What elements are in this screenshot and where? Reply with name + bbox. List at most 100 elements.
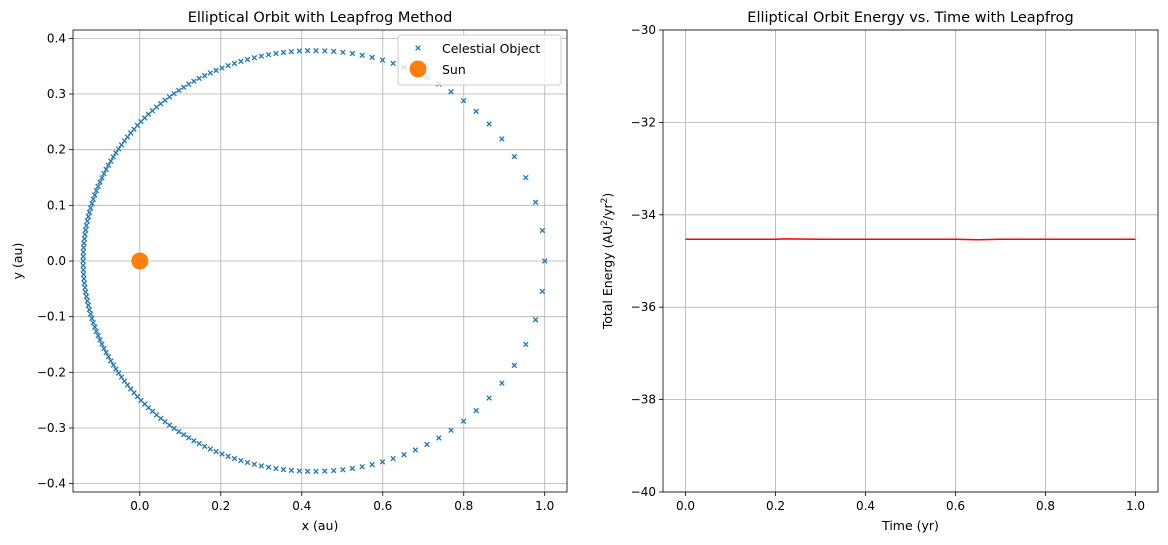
- orbit-point: [207, 446, 214, 452]
- orbit-point: [251, 461, 258, 468]
- orbit-point: [166, 94, 173, 100]
- orbit-point: [157, 100, 164, 107]
- orbit-y-tick-label: 0.0: [47, 254, 66, 268]
- orbit-point: [539, 288, 546, 295]
- orbit-point: [340, 466, 346, 473]
- orbit-point: [201, 443, 208, 450]
- energy-x-tick-label: 0.6: [946, 499, 965, 513]
- orbit-point: [322, 468, 328, 474]
- orbit-point: [180, 84, 187, 91]
- orbit-point: [532, 316, 539, 323]
- orbit-point: [251, 54, 258, 61]
- orbit-point: [93, 328, 100, 335]
- orbit-point: [460, 418, 467, 424]
- orbit-point: [105, 353, 112, 360]
- orbit-point: [258, 53, 265, 59]
- orbit-point: [288, 48, 295, 55]
- orbit-ticks: 0.0 0.2 0.4 0.6 0.8 1.0 −0.4 −0.3 −0.2 −0.1 0.0 0.1…: [37, 31, 554, 513]
- legend-marker-celestial-object: [415, 45, 421, 51]
- orbit-point: [80, 249, 87, 255]
- orbit-point: [176, 87, 182, 94]
- orbit-point: [99, 341, 105, 347]
- orbit-point: [105, 162, 112, 169]
- orbit-point: [265, 464, 272, 471]
- orbit-point: [473, 108, 479, 115]
- orbit-point: [280, 49, 287, 56]
- orbit-point: [80, 271, 87, 278]
- legend-label-sun: Sun: [442, 62, 466, 77]
- orbit-point: [265, 51, 272, 58]
- energy-y-tick-label: −36: [631, 300, 656, 314]
- orbit-point: [280, 466, 287, 473]
- orbit-point: [499, 380, 505, 386]
- orbit-x-tick-label: 0.8: [454, 499, 473, 513]
- orbit-y-tick-label: −0.1: [37, 310, 66, 324]
- orbit-point: [90, 319, 97, 326]
- energy-x-tick-label: 0.2: [766, 499, 785, 513]
- orbit-point: [448, 427, 454, 434]
- orbit-y-tick-label: 0.2: [47, 143, 66, 157]
- orbit-point: [523, 174, 529, 181]
- orbit-point: [162, 418, 168, 425]
- orbit-y-tick-label: 0.1: [47, 198, 66, 212]
- orbit-point: [86, 209, 93, 216]
- energy-x-tick-label: 1.0: [1126, 499, 1145, 513]
- orbit-point: [322, 48, 328, 54]
- orbit-x-tick-label: 1.0: [535, 499, 554, 513]
- energy-x-tick-label: 0.4: [856, 499, 875, 513]
- orbit-point: [191, 437, 197, 444]
- orbit-point: [85, 302, 92, 309]
- orbit-point: [532, 199, 539, 206]
- orbit-point: [231, 60, 238, 67]
- orbit-point: [101, 345, 107, 352]
- orbit-point: [121, 138, 128, 144]
- energy-y-label-mid: /yr: [600, 202, 615, 220]
- orbit-point: [460, 98, 467, 104]
- energy-axes-frame: [662, 29, 1159, 493]
- orbit-x-tick-label: 0.6: [373, 499, 392, 513]
- energy-y-label-sup1: 2: [600, 220, 610, 226]
- orbit-point: [330, 467, 337, 474]
- orbit-point: [81, 236, 88, 242]
- orbit-point: [84, 298, 91, 304]
- orbit-point: [313, 47, 319, 54]
- orbit-point: [401, 451, 407, 458]
- orbit-point: [97, 337, 103, 343]
- orbit-point: [103, 166, 109, 173]
- orbit-point: [511, 153, 518, 160]
- energy-ticks: 0.0 0.2 0.4 0.6 0.8 1.0 −40 −38 −36 −34 −32 −30: [631, 23, 1145, 513]
- energy-chart: Elliptical Orbit Energy vs. Time with Le…: [600, 10, 1159, 533]
- orbit-point: [99, 175, 105, 181]
- energy-y-tick-label: −38: [631, 393, 656, 407]
- orbit-x-axis-label: x (au): [302, 518, 339, 533]
- orbit-point: [176, 428, 182, 435]
- orbit-point: [379, 57, 386, 63]
- legend-x-glyph: [415, 45, 421, 51]
- orbit-point: [273, 465, 279, 472]
- orbit-point: [219, 451, 225, 457]
- orbit-point: [359, 463, 365, 470]
- orbit-y-tick-label: 0.4: [47, 31, 66, 45]
- orbit-point: [379, 459, 386, 465]
- orbit-point: [95, 183, 101, 190]
- orbit-point: [82, 284, 88, 291]
- orbit-point: [115, 370, 122, 376]
- energy-x-tick-label: 0.0: [676, 499, 695, 513]
- energy-y-label-end: ): [600, 193, 615, 198]
- energy-line: [685, 238, 1136, 241]
- orbit-x-tick-label: 0.4: [292, 499, 311, 513]
- orbit-point: [80, 253, 86, 260]
- orbit-y-tick-label: 0.3: [47, 87, 66, 101]
- orbit-point: [369, 54, 375, 61]
- orbit-point: [166, 422, 173, 428]
- orbit-point: [83, 293, 90, 300]
- orbit-x-tick-label: 0.2: [211, 499, 230, 513]
- sun-marker: [131, 252, 149, 270]
- orbit-x-tick-label: 0.0: [130, 499, 149, 513]
- orbit-point: [296, 468, 303, 474]
- orbit-point: [115, 146, 122, 152]
- orbit-point: [84, 218, 91, 224]
- energy-y-label-sup2: 2: [600, 198, 610, 204]
- orbit-point: [80, 267, 87, 273]
